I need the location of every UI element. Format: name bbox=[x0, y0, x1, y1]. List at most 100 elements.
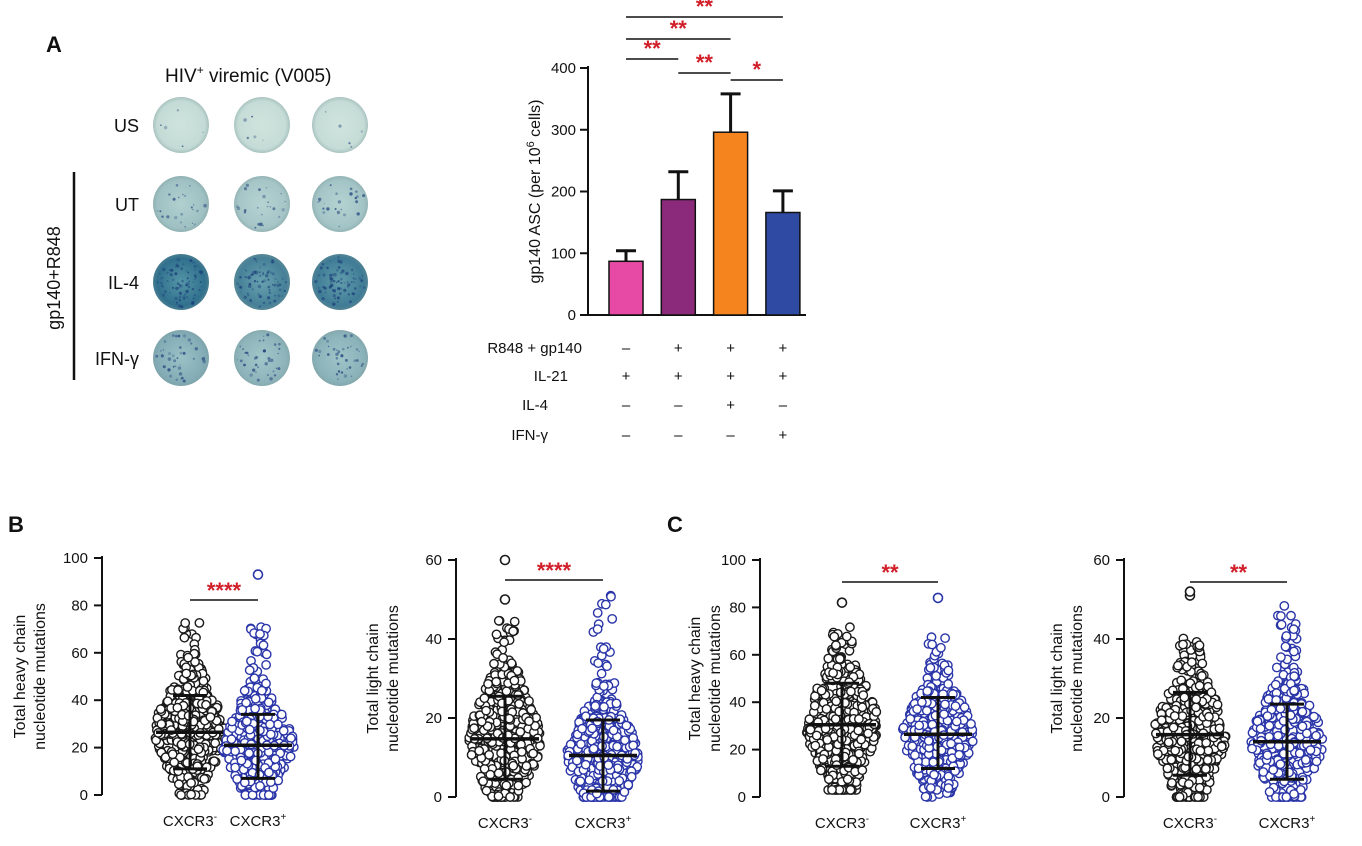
well-spot bbox=[159, 281, 163, 285]
well-spot bbox=[322, 273, 326, 277]
data-point bbox=[239, 685, 250, 696]
data-point bbox=[1268, 765, 1279, 775]
well-spot bbox=[319, 266, 323, 270]
well-spot bbox=[178, 295, 182, 299]
data-point bbox=[499, 637, 509, 648]
well-spot bbox=[253, 270, 257, 273]
scatter-y-title-line2: nucleotide mutations bbox=[32, 603, 49, 750]
outlier-point bbox=[499, 554, 511, 566]
data-point bbox=[603, 760, 614, 770]
data-point bbox=[925, 783, 936, 793]
data-point bbox=[244, 724, 255, 735]
data-point bbox=[959, 702, 970, 713]
well-spot bbox=[332, 347, 336, 351]
data-point bbox=[528, 748, 538, 759]
well-spot bbox=[247, 284, 252, 289]
data-point bbox=[824, 774, 834, 785]
data-point bbox=[172, 702, 183, 713]
data-point bbox=[580, 759, 591, 770]
scatter-x-label: CXCR3+ bbox=[230, 812, 287, 830]
data-point bbox=[227, 716, 237, 727]
data-point bbox=[505, 792, 515, 802]
well-spot bbox=[173, 359, 177, 363]
well-spot bbox=[259, 275, 262, 277]
data-point bbox=[816, 765, 826, 776]
scatter-x-label: CXCR3- bbox=[478, 814, 532, 832]
data-point bbox=[1311, 756, 1322, 767]
well-spot bbox=[340, 354, 344, 358]
data-point bbox=[946, 738, 956, 749]
data-point bbox=[1258, 767, 1269, 777]
data-point bbox=[278, 725, 289, 736]
well-spot bbox=[339, 277, 343, 281]
data-point bbox=[575, 776, 586, 787]
well-spot bbox=[329, 260, 332, 262]
data-point bbox=[607, 614, 618, 624]
data-point bbox=[491, 629, 502, 640]
well-spot bbox=[194, 278, 197, 281]
well-spot bbox=[270, 271, 273, 274]
bar-3 bbox=[765, 211, 801, 316]
well-spot bbox=[336, 268, 339, 272]
well-spot bbox=[176, 109, 180, 112]
data-point bbox=[481, 785, 492, 796]
well-spot bbox=[337, 200, 342, 204]
data-point bbox=[181, 668, 192, 679]
data-point bbox=[1264, 787, 1275, 797]
well-spot bbox=[355, 195, 359, 199]
data-point bbox=[951, 716, 962, 727]
data-point bbox=[1262, 711, 1273, 721]
well-spot bbox=[200, 286, 203, 288]
data-point bbox=[1191, 702, 1201, 713]
well-spot bbox=[162, 267, 166, 272]
well-spot bbox=[340, 208, 343, 211]
outlier-point bbox=[932, 592, 944, 604]
scatter-y-title-line1: Total light chain bbox=[1049, 623, 1066, 733]
well-spot bbox=[343, 213, 346, 217]
scatter-significance-label: **** bbox=[537, 558, 572, 583]
well-spot bbox=[257, 284, 262, 289]
well-spot bbox=[275, 367, 278, 369]
well-spot bbox=[268, 359, 271, 363]
data-point bbox=[954, 749, 964, 760]
well-spot bbox=[259, 222, 263, 227]
well-spot bbox=[156, 210, 159, 212]
data-point bbox=[914, 720, 925, 731]
well-spot bbox=[343, 288, 347, 292]
well-spot bbox=[273, 374, 277, 377]
well bbox=[312, 97, 368, 153]
data-point bbox=[1305, 745, 1316, 755]
well-spot bbox=[202, 359, 206, 364]
well-spot bbox=[341, 269, 344, 272]
well-spot bbox=[170, 273, 173, 277]
data-point bbox=[599, 681, 609, 691]
data-point bbox=[270, 754, 281, 764]
well-spot bbox=[318, 197, 322, 201]
well-spot bbox=[239, 359, 243, 363]
data-point bbox=[841, 631, 852, 642]
well-spot bbox=[243, 211, 247, 214]
data-point bbox=[489, 658, 499, 669]
scatter-x-label: CXCR3- bbox=[1163, 814, 1217, 832]
well bbox=[153, 97, 209, 153]
condition-name: IFN-γ bbox=[511, 427, 548, 444]
data-point bbox=[590, 701, 601, 711]
well-spot bbox=[353, 281, 355, 283]
data-point bbox=[920, 791, 931, 802]
data-point bbox=[823, 653, 834, 664]
wells-grid: US UT IL-4 IFN-γ bbox=[95, 97, 368, 386]
data-point bbox=[621, 720, 632, 731]
well-spot bbox=[247, 354, 250, 357]
data-point bbox=[478, 776, 488, 787]
data-point bbox=[910, 750, 920, 760]
condition-mark: – bbox=[674, 397, 683, 414]
data-point bbox=[898, 722, 909, 733]
well-spot bbox=[251, 288, 254, 291]
scatter-y-tick-label: 60 bbox=[1093, 552, 1110, 569]
condition-mark: – bbox=[726, 427, 735, 444]
well-spot bbox=[278, 215, 281, 218]
well-spot bbox=[271, 284, 274, 286]
well-spot bbox=[163, 290, 167, 294]
well-spot bbox=[261, 280, 264, 283]
well-spot bbox=[318, 349, 322, 354]
